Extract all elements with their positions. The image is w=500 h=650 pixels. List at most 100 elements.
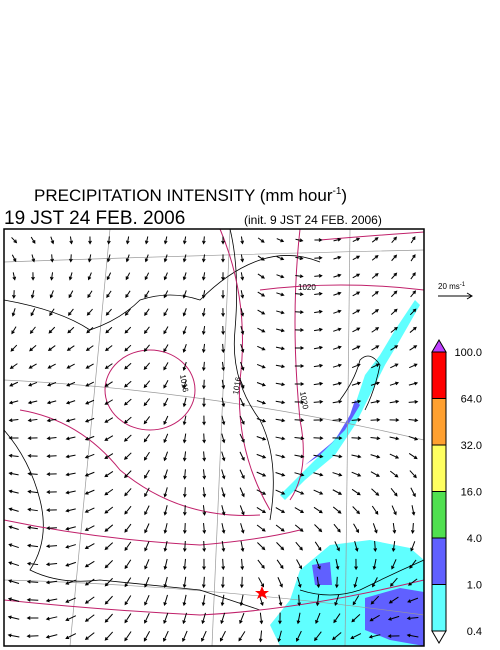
wind-arrow (240, 272, 245, 281)
vector-scale-arrow (438, 292, 473, 300)
wind-arrow (294, 364, 305, 368)
wind-arrow (163, 612, 169, 625)
wind-arrow (221, 397, 226, 408)
wind-arrow (163, 380, 169, 389)
wind-arrow (314, 524, 323, 533)
wind-arrow (28, 381, 38, 387)
wind-arrow (295, 256, 304, 261)
wind-arrow (313, 454, 324, 459)
wind-arrow (278, 594, 283, 607)
wind-arrow (221, 236, 225, 245)
wind-arrow (332, 454, 343, 459)
wind-arrow (240, 558, 245, 571)
wind-arrow (106, 254, 111, 263)
wind-arrow (296, 559, 302, 570)
wind-arrow (87, 290, 93, 299)
wind-arrow (351, 363, 361, 369)
wind-arrow (370, 454, 381, 459)
wind-arrow (88, 236, 92, 245)
wind-arrow (201, 594, 206, 607)
wind-arrow (123, 416, 132, 424)
wind-arrow (182, 397, 187, 408)
wind-arrow (313, 418, 324, 422)
title: PRECIPITATION INTENSITY (mm hour-1) (34, 186, 347, 205)
wind-arrow (316, 576, 321, 589)
wind-arrow (409, 308, 417, 316)
wind-arrow (46, 454, 57, 459)
wind-arrow (29, 344, 37, 352)
wind-arrow (11, 326, 17, 335)
wind-arrow (105, 308, 112, 316)
wind-arrow (371, 488, 380, 496)
wind-arrow (84, 435, 95, 441)
colorbar-segment (431, 398, 447, 446)
wind-arrow (143, 451, 150, 461)
wind-arrow (27, 418, 38, 423)
wind-arrow (294, 524, 304, 532)
wind-arrow (410, 236, 416, 244)
wind-arrow (221, 523, 226, 534)
wind-arrow (143, 434, 151, 443)
wind-arrow (201, 576, 206, 589)
wind-arrow (65, 418, 76, 423)
wind-arrow (294, 418, 305, 422)
wind-arrow (277, 630, 282, 643)
wind-arrow (275, 418, 286, 423)
wind-arrow (202, 397, 206, 408)
wind-arrow (104, 470, 114, 478)
wind-arrow (163, 415, 169, 425)
wind-arrow (276, 256, 285, 261)
wind-arrow (202, 540, 207, 553)
wind-arrow (144, 272, 150, 281)
wind-arrow (373, 540, 378, 553)
wind-arrow (45, 598, 58, 603)
wind-arrow (410, 487, 416, 498)
wind-arrow (295, 274, 304, 279)
wind-arrow (163, 469, 168, 480)
wind-arrow (163, 308, 169, 317)
wind-arrow (144, 308, 150, 317)
wind-arrow (389, 399, 400, 404)
wind-arrow (202, 379, 206, 390)
wind-arrow (123, 398, 132, 406)
wind-arrow (257, 255, 265, 261)
wind-arrow (26, 616, 39, 620)
wind-arrow (182, 594, 187, 607)
init-time: (init. 9 JST 24 FEB. 2006) (244, 213, 382, 227)
wind-arrow (105, 326, 113, 334)
wind-arrow (256, 489, 267, 495)
contour-label: 1016 (178, 374, 190, 394)
wind-arrow (390, 345, 399, 351)
wind-arrow (351, 399, 362, 404)
wind-arrow (65, 436, 76, 441)
wind-arrow (106, 290, 112, 299)
colorbar-segment (431, 351, 447, 399)
wind-arrow (65, 472, 76, 477)
wind-arrow (104, 542, 114, 551)
wind-arrow (410, 523, 415, 534)
wind-arrow (297, 594, 302, 607)
colorbar-under (431, 630, 447, 644)
wind-arrow (65, 400, 76, 405)
wind-arrow (8, 489, 19, 494)
wind-arrow (389, 436, 400, 441)
wind-arrow (295, 328, 305, 332)
wind-arrow (201, 361, 206, 372)
wind-arrow (84, 489, 95, 495)
wind-arrow (85, 345, 94, 351)
wind-arrow (315, 594, 320, 607)
wind-arrow (313, 436, 324, 440)
wind-arrow (182, 326, 187, 335)
colorbar-segment (431, 444, 447, 492)
wind-arrow (295, 310, 304, 314)
wind-arrow (275, 507, 286, 513)
wind-arrow (313, 345, 324, 350)
isobar (3, 228, 425, 616)
wind-arrow (163, 397, 169, 407)
colorbar-label: 64.0 (461, 394, 482, 406)
wind-arrow (8, 543, 19, 549)
wind-arrow (391, 540, 396, 553)
wind-arrow (163, 540, 168, 552)
colorbar-segment (431, 537, 447, 585)
wind-arrow (182, 576, 187, 589)
